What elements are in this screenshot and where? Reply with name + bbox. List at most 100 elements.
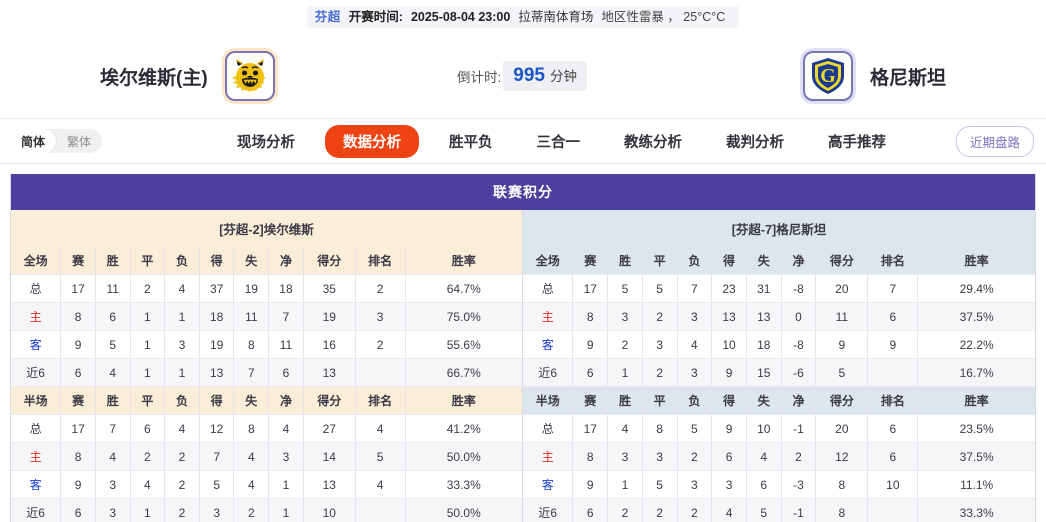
tab-three-in-one[interactable]: 三合一: [536, 134, 581, 151]
countdown-value-box: 995 分钟: [503, 61, 587, 91]
cell-draw: 6: [130, 414, 166, 443]
cell-rank: 4: [355, 470, 406, 499]
cell-draw: 2: [642, 302, 678, 331]
row-label: 主: [523, 302, 574, 331]
cell-gd: -1: [781, 498, 817, 522]
home-fulltime-table: 全场 赛 胜 平 负 得 失 净 得分 排名 胜率 总: [11, 247, 522, 387]
cell-win: 7: [95, 414, 131, 443]
row-label: 主: [523, 442, 574, 471]
cell-gd: 1: [268, 498, 304, 522]
cell-ga: 10: [746, 414, 782, 443]
cell-gf: 3: [199, 498, 235, 522]
cell-draw: 2: [642, 358, 678, 387]
col-scope: 全场: [11, 247, 62, 275]
cell-played: 8: [60, 302, 96, 331]
cell-ga: 18: [746, 330, 782, 359]
cell-rank: 10: [867, 470, 919, 499]
panel-title: 联赛积分: [11, 174, 1035, 210]
cell-played: 8: [572, 302, 609, 331]
row-label: 客: [523, 470, 574, 499]
cell-loss: 4: [164, 414, 200, 443]
col-win: 胜: [95, 247, 131, 275]
cell-points: 13: [303, 358, 356, 387]
cell-points: 16: [303, 330, 356, 359]
cell-gd: -3: [781, 470, 817, 499]
countdown-minutes: 995: [513, 65, 545, 86]
cell-points: 8: [815, 498, 869, 522]
matchup-header: 埃尔维斯(主): [0, 34, 1046, 119]
home-team-logo-frame: [221, 48, 278, 104]
col-rank-aht: 排名: [867, 387, 919, 415]
tab-referee-analysis[interactable]: 裁判分析: [726, 134, 784, 151]
cell-draw: 5: [642, 274, 678, 303]
table-row: 总 17 7 6 4 12 8 4 27 4 41.2%: [11, 414, 522, 443]
tab-coach-analysis[interactable]: 教练分析: [624, 134, 682, 151]
cell-winrate: 11.1%: [917, 470, 1035, 499]
cell-winrate: 16.7%: [917, 358, 1035, 387]
row-label: 客: [11, 470, 62, 499]
cell-points: 12: [815, 442, 869, 471]
cell-draw: 5: [642, 470, 678, 499]
lang-option-traditional[interactable]: 繁体: [67, 134, 92, 149]
cell-ga: 11: [233, 302, 270, 331]
cell-gf: 5: [199, 470, 235, 499]
cell-win: 1: [607, 358, 643, 387]
cell-loss: 2: [677, 498, 713, 522]
cell-winrate: 41.2%: [405, 414, 522, 443]
cell-rank: 4: [355, 414, 406, 443]
col-played: 赛: [60, 247, 96, 275]
cell-ga: 4: [746, 442, 782, 471]
cell-win: 4: [607, 414, 643, 443]
cell-win: 11: [95, 274, 131, 303]
cell-draw: 2: [130, 442, 166, 471]
lang-option-simplified[interactable]: 简体: [10, 129, 57, 153]
countdown-unit: 分钟: [549, 69, 577, 84]
tab-win-draw-loss[interactable]: 胜平负: [449, 134, 493, 151]
row-label: 近6: [11, 358, 62, 387]
cell-draw: 3: [642, 442, 678, 471]
language-toggle[interactable]: 简体 繁体: [10, 129, 103, 153]
col-ga-a: 失: [746, 247, 782, 275]
cell-winrate: 33.3%: [917, 498, 1035, 522]
cell-played: 17: [572, 414, 609, 443]
home-team-block[interactable]: 埃尔维斯(主): [100, 48, 278, 104]
row-label: 总: [523, 274, 574, 303]
cell-played: 6: [572, 358, 609, 387]
cell-rank: 9: [867, 330, 919, 359]
cell-gf: 9: [711, 358, 747, 387]
cell-loss: 7: [677, 274, 713, 303]
cell-winrate: 55.6%: [405, 330, 522, 359]
tiger-head-icon: [231, 59, 266, 92]
cell-points: 10: [303, 498, 356, 522]
away-team-block[interactable]: G 格尼斯坦: [799, 48, 946, 104]
table-row: 客 9 2 3 4 10 18 -8 9 9 22.2%: [523, 330, 1035, 359]
recent-odds-button[interactable]: 近期盘路: [955, 125, 1034, 157]
tab-expert-picks[interactable]: 高手推荐: [828, 134, 886, 151]
col-played-ht: 赛: [60, 387, 96, 415]
tab-data-analysis[interactable]: 数据分析: [325, 124, 419, 158]
cell-draw: 2: [130, 274, 166, 303]
cell-gf: 6: [711, 442, 747, 471]
cell-played: 9: [60, 470, 96, 499]
cell-win: 2: [607, 498, 643, 522]
cell-win: 3: [607, 442, 643, 471]
cell-played: 6: [572, 498, 609, 522]
tab-live-analysis[interactable]: 现场分析: [237, 134, 295, 151]
cell-played: 8: [572, 442, 609, 471]
cell-rank: 5: [355, 442, 406, 471]
cell-played: 17: [60, 414, 96, 443]
cell-win: 5: [95, 330, 131, 359]
cell-gd: -8: [781, 330, 817, 359]
weather-info: 地区性雷暴 ， 25°C°C: [601, 9, 726, 24]
away-halftime-table: 半场 赛 胜 平 负 得 失 净 得分 排名 胜率 总: [523, 387, 1035, 522]
cell-points: 27: [303, 414, 356, 443]
table-row: 客 9 3 4 2 5 4 1 13 4 33.3%: [11, 470, 522, 499]
cell-draw: 1: [130, 330, 166, 359]
league-badge: 芬超: [314, 9, 341, 24]
cell-gf: 37: [199, 274, 235, 303]
cell-winrate: 50.0%: [405, 498, 522, 522]
cell-gf: 7: [199, 442, 235, 471]
cell-gf: 23: [711, 274, 747, 303]
home-team-name: 埃尔维斯(主): [100, 67, 208, 89]
cell-gd: 1: [268, 470, 304, 499]
